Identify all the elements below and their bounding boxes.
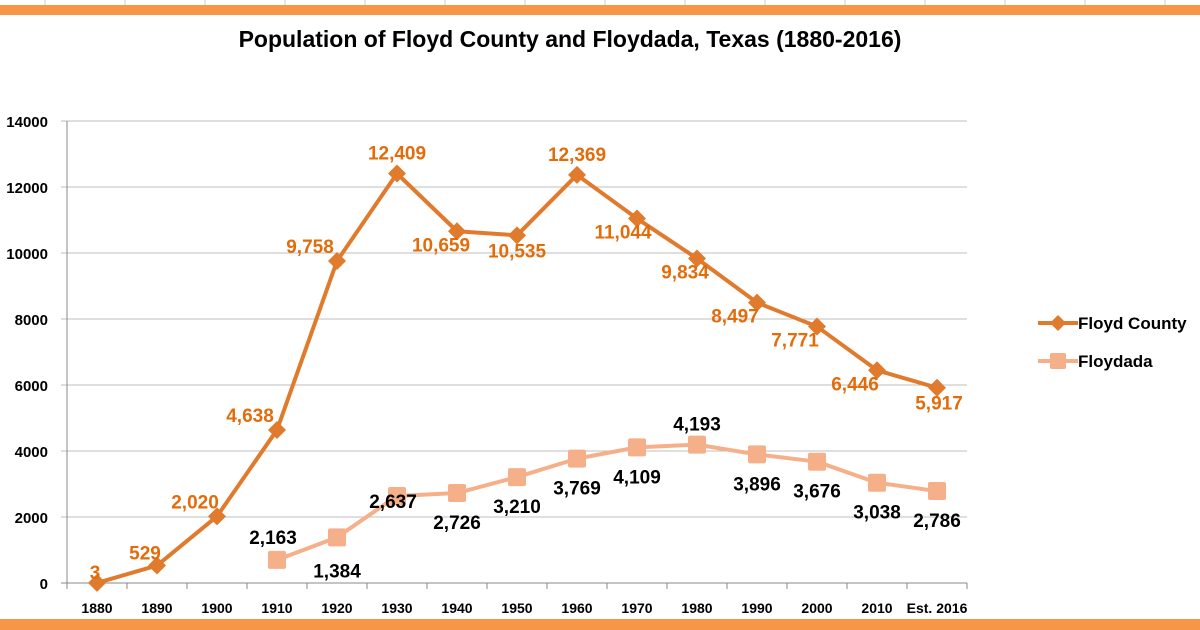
y-tick-label: 12000 bbox=[6, 180, 48, 197]
data-point-square bbox=[268, 550, 286, 569]
y-tick-label: 6000 bbox=[15, 378, 48, 395]
y-tick-label: 4000 bbox=[15, 444, 48, 461]
data-label: 6,446 bbox=[831, 374, 879, 395]
legend-label: Floyd County bbox=[1078, 314, 1187, 333]
data-label: 4,193 bbox=[673, 415, 721, 436]
data-label: 2,786 bbox=[913, 511, 961, 532]
data-label: 5,917 bbox=[915, 394, 963, 415]
x-tick-label: 2010 bbox=[861, 600, 892, 616]
x-tick-label: 1960 bbox=[561, 600, 592, 616]
data-point-square bbox=[628, 438, 646, 457]
legend-label: Floydada bbox=[1078, 352, 1153, 371]
x-tick-label: 1900 bbox=[201, 600, 232, 616]
data-point-square bbox=[748, 445, 766, 464]
chart-title: Population of Floyd County and Floydada,… bbox=[239, 26, 902, 52]
data-point-diamond bbox=[448, 222, 466, 241]
data-label: 12,369 bbox=[548, 145, 606, 166]
data-point-diamond bbox=[748, 293, 766, 312]
data-label: 3,038 bbox=[853, 503, 901, 524]
data-label: 1,384 bbox=[313, 561, 361, 582]
x-tick-label: 2000 bbox=[801, 600, 832, 616]
data-point-diamond bbox=[568, 165, 586, 184]
y-tick-label: 14000 bbox=[6, 114, 48, 131]
legend-marker-diamond bbox=[1050, 315, 1066, 331]
data-point-diamond bbox=[388, 164, 406, 183]
x-tick-label: 1880 bbox=[81, 600, 112, 616]
x-tick-label: 1970 bbox=[621, 600, 652, 616]
data-label: 2,726 bbox=[433, 513, 481, 534]
data-point-diamond bbox=[628, 209, 646, 228]
data-label: 3,676 bbox=[793, 482, 841, 503]
data-label: 2,163 bbox=[249, 528, 297, 549]
data-label: 8,497 bbox=[711, 307, 759, 328]
data-point-square bbox=[568, 449, 586, 468]
data-point-square bbox=[808, 452, 826, 471]
top-band bbox=[0, 5, 1200, 15]
legend-marker-square bbox=[1050, 353, 1066, 369]
series-line-floydada bbox=[276, 442, 938, 562]
data-label: 12,409 bbox=[368, 144, 426, 165]
data-label: 3,210 bbox=[493, 497, 541, 518]
data-point-square bbox=[328, 528, 346, 547]
data-label: 3,769 bbox=[553, 479, 601, 500]
data-label: 3,896 bbox=[733, 474, 781, 495]
data-label: 9,834 bbox=[661, 262, 709, 283]
y-tick-label: 10000 bbox=[6, 246, 48, 263]
bottom-band bbox=[0, 619, 1200, 630]
data-point-square bbox=[688, 435, 706, 454]
x-tick-label: Est. 2016 bbox=[907, 600, 968, 616]
data-point-square bbox=[508, 468, 526, 487]
x-tick-label: 1940 bbox=[441, 600, 472, 616]
data-label: 11,044 bbox=[594, 223, 651, 244]
data-label: 2,637 bbox=[369, 492, 417, 513]
x-tick-label: 1890 bbox=[141, 600, 172, 616]
y-tick-label: 2000 bbox=[15, 510, 48, 527]
data-point-diamond bbox=[688, 249, 706, 268]
x-tick-label: 1910 bbox=[261, 600, 292, 616]
data-point-square bbox=[448, 484, 466, 503]
data-point-diamond bbox=[268, 420, 286, 439]
data-label: 4,638 bbox=[226, 406, 274, 427]
data-point-square bbox=[388, 486, 406, 505]
data-label: 10,535 bbox=[488, 241, 547, 262]
data-point-diamond bbox=[928, 378, 946, 397]
data-point-diamond bbox=[148, 556, 166, 575]
data-point-diamond bbox=[328, 251, 346, 270]
data-label: 2,020 bbox=[171, 492, 219, 513]
x-tick-label: 1950 bbox=[501, 600, 532, 616]
data-label: 3 bbox=[90, 563, 101, 584]
y-tick-label: 8000 bbox=[15, 312, 48, 329]
data-point-diamond bbox=[808, 317, 826, 336]
data-point-square bbox=[868, 473, 886, 492]
data-point-diamond bbox=[208, 507, 226, 526]
x-tick-label: 1980 bbox=[681, 600, 712, 616]
data-label: 7,771 bbox=[771, 331, 819, 352]
data-label: 9,758 bbox=[286, 237, 334, 258]
data-label: 10,659 bbox=[412, 235, 470, 256]
data-point-diamond bbox=[868, 361, 886, 380]
data-label: 529 bbox=[129, 544, 161, 565]
data-label: 4,109 bbox=[613, 467, 661, 488]
x-tick-label: 1920 bbox=[321, 600, 352, 616]
y-tick-label: 0 bbox=[40, 576, 48, 593]
data-point-diamond bbox=[88, 573, 106, 592]
data-point-diamond bbox=[508, 226, 526, 245]
x-tick-label: 1930 bbox=[381, 600, 412, 616]
x-tick-label: 1990 bbox=[741, 600, 772, 616]
data-point-square bbox=[928, 482, 946, 501]
